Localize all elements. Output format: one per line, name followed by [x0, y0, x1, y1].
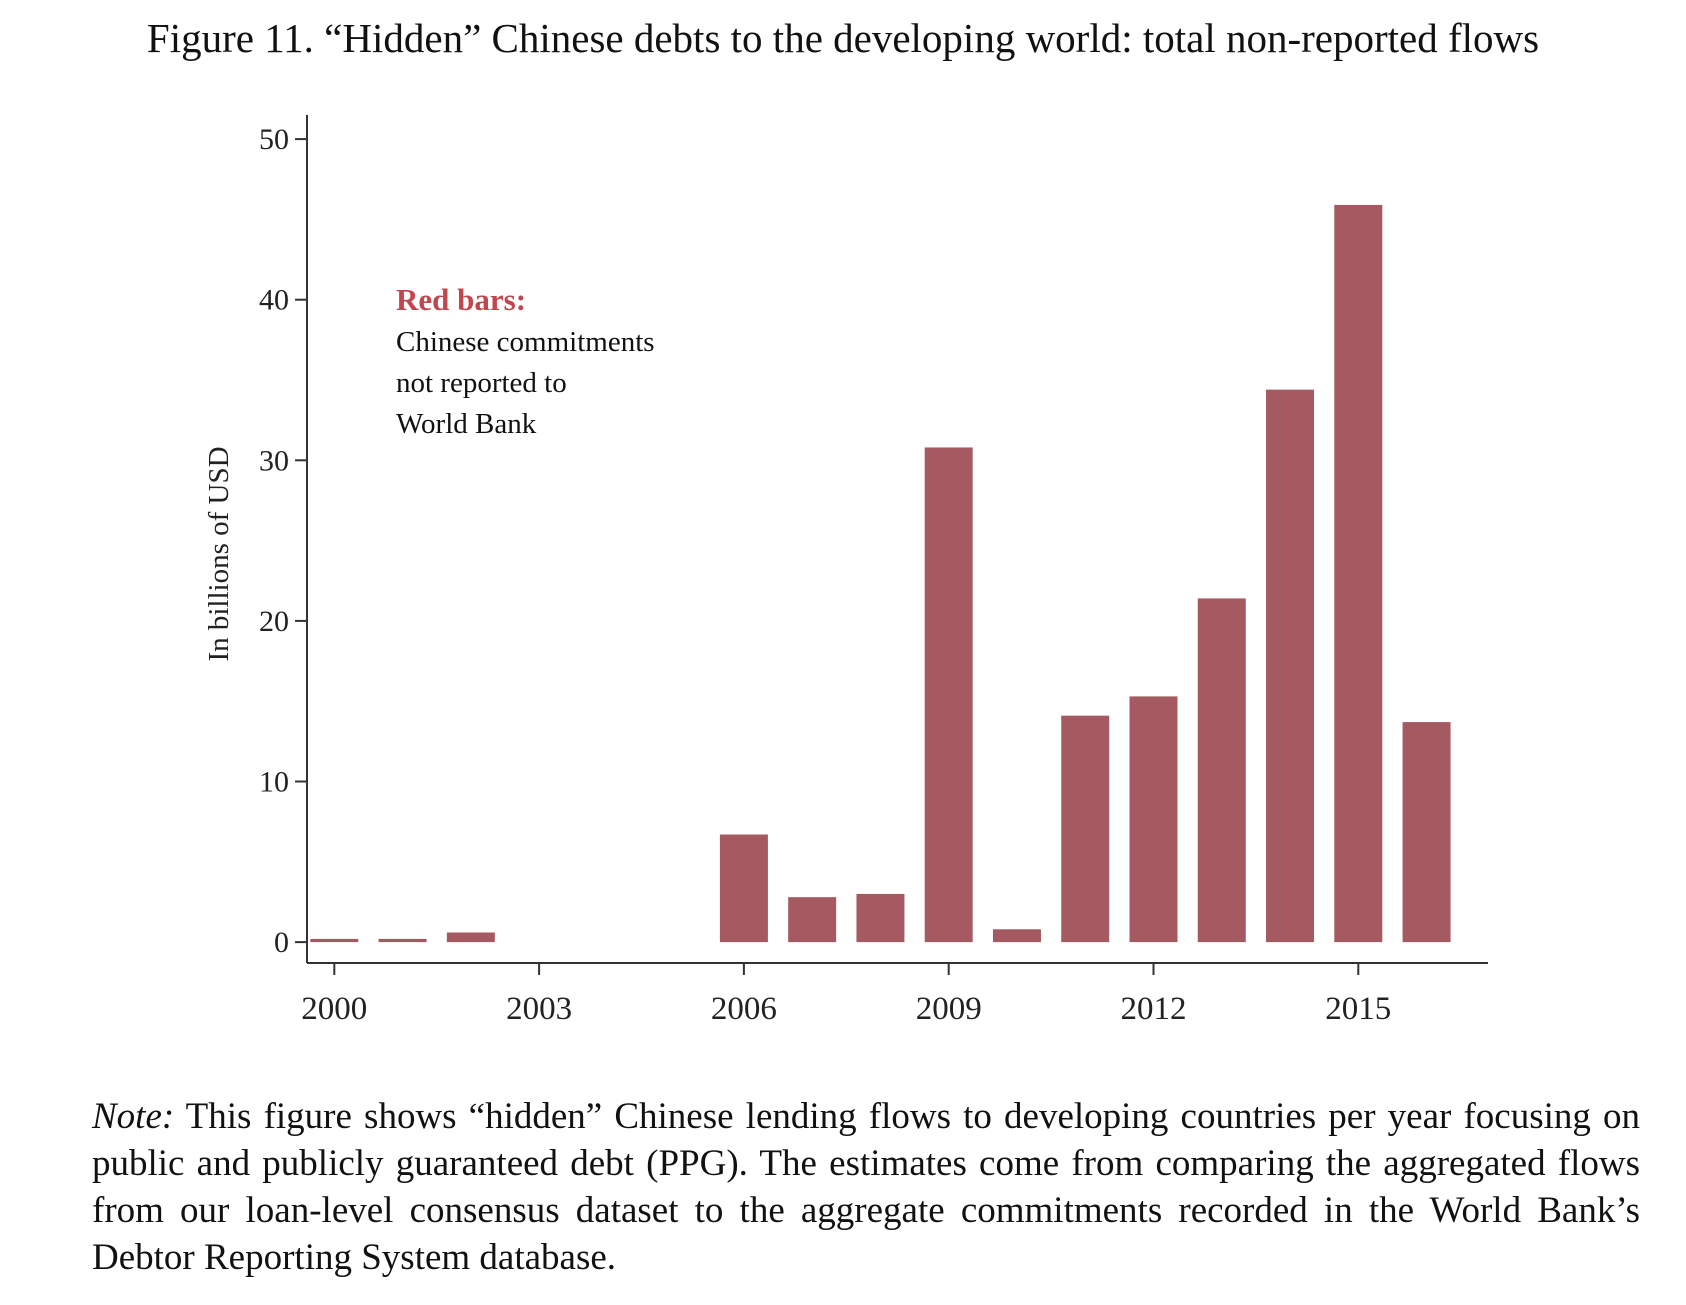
- bar-2010: [992, 929, 1041, 943]
- bar-2011: [1061, 715, 1110, 943]
- y-tick-label: 0: [274, 926, 289, 959]
- x-tick-label: 2012: [1120, 991, 1186, 1027]
- x-tick-label: 2006: [711, 991, 777, 1027]
- bar-2007: [788, 897, 837, 943]
- bar-2015: [1334, 204, 1383, 943]
- y-tick-label: 30: [259, 444, 289, 477]
- bar-2013: [1197, 598, 1246, 943]
- annotation-line: Chinese commitments: [396, 326, 655, 358]
- figure-title: Figure 11. “Hidden” Chinese debts to the…: [146, 15, 1540, 61]
- y-tick-label: 50: [259, 123, 289, 156]
- x-tick-label: 2009: [916, 991, 982, 1027]
- y-tick-label: 40: [259, 284, 289, 317]
- bar-2016: [1402, 722, 1451, 943]
- bar-2008: [856, 893, 905, 943]
- y-axis-label: In billions of USD: [203, 446, 235, 661]
- bar-2012: [1129, 696, 1178, 943]
- bars-group: [310, 204, 1451, 943]
- note-text: This figure shows “hidden” Chinese lendi…: [92, 1096, 1641, 1278]
- figure-note: Note: This figure shows “hidden” Chinese…: [92, 1093, 1640, 1281]
- bar-2002: [446, 932, 495, 943]
- y-tick-label: 20: [259, 605, 289, 638]
- note-label: Note:: [92, 1096, 175, 1137]
- y-tick-label: 10: [259, 766, 289, 799]
- annotation-line: not reported to: [396, 367, 567, 399]
- bar-2006: [719, 834, 768, 943]
- bar-chart: 0 10 20 30 40 50 2000 2003 2006 2009 2012 2015 In b…: [203, 115, 1488, 1027]
- annotation-line: World Bank: [396, 408, 537, 440]
- chart-annotation: Red bars: Chinese commitments not report…: [396, 282, 655, 440]
- axes-group: 0 10 20 30 40 50 2000 2003 2006 2009 2012 2015: [259, 115, 1488, 1027]
- bar-2009: [924, 447, 973, 943]
- x-tick-label: 2000: [301, 991, 367, 1027]
- bar-2014: [1266, 389, 1315, 943]
- bar-2000: [310, 938, 359, 943]
- bar-2001: [378, 938, 427, 943]
- annotation-heading: Red bars:: [396, 282, 526, 317]
- x-tick-label: 2003: [506, 991, 572, 1027]
- x-tick-label: 2015: [1325, 991, 1391, 1027]
